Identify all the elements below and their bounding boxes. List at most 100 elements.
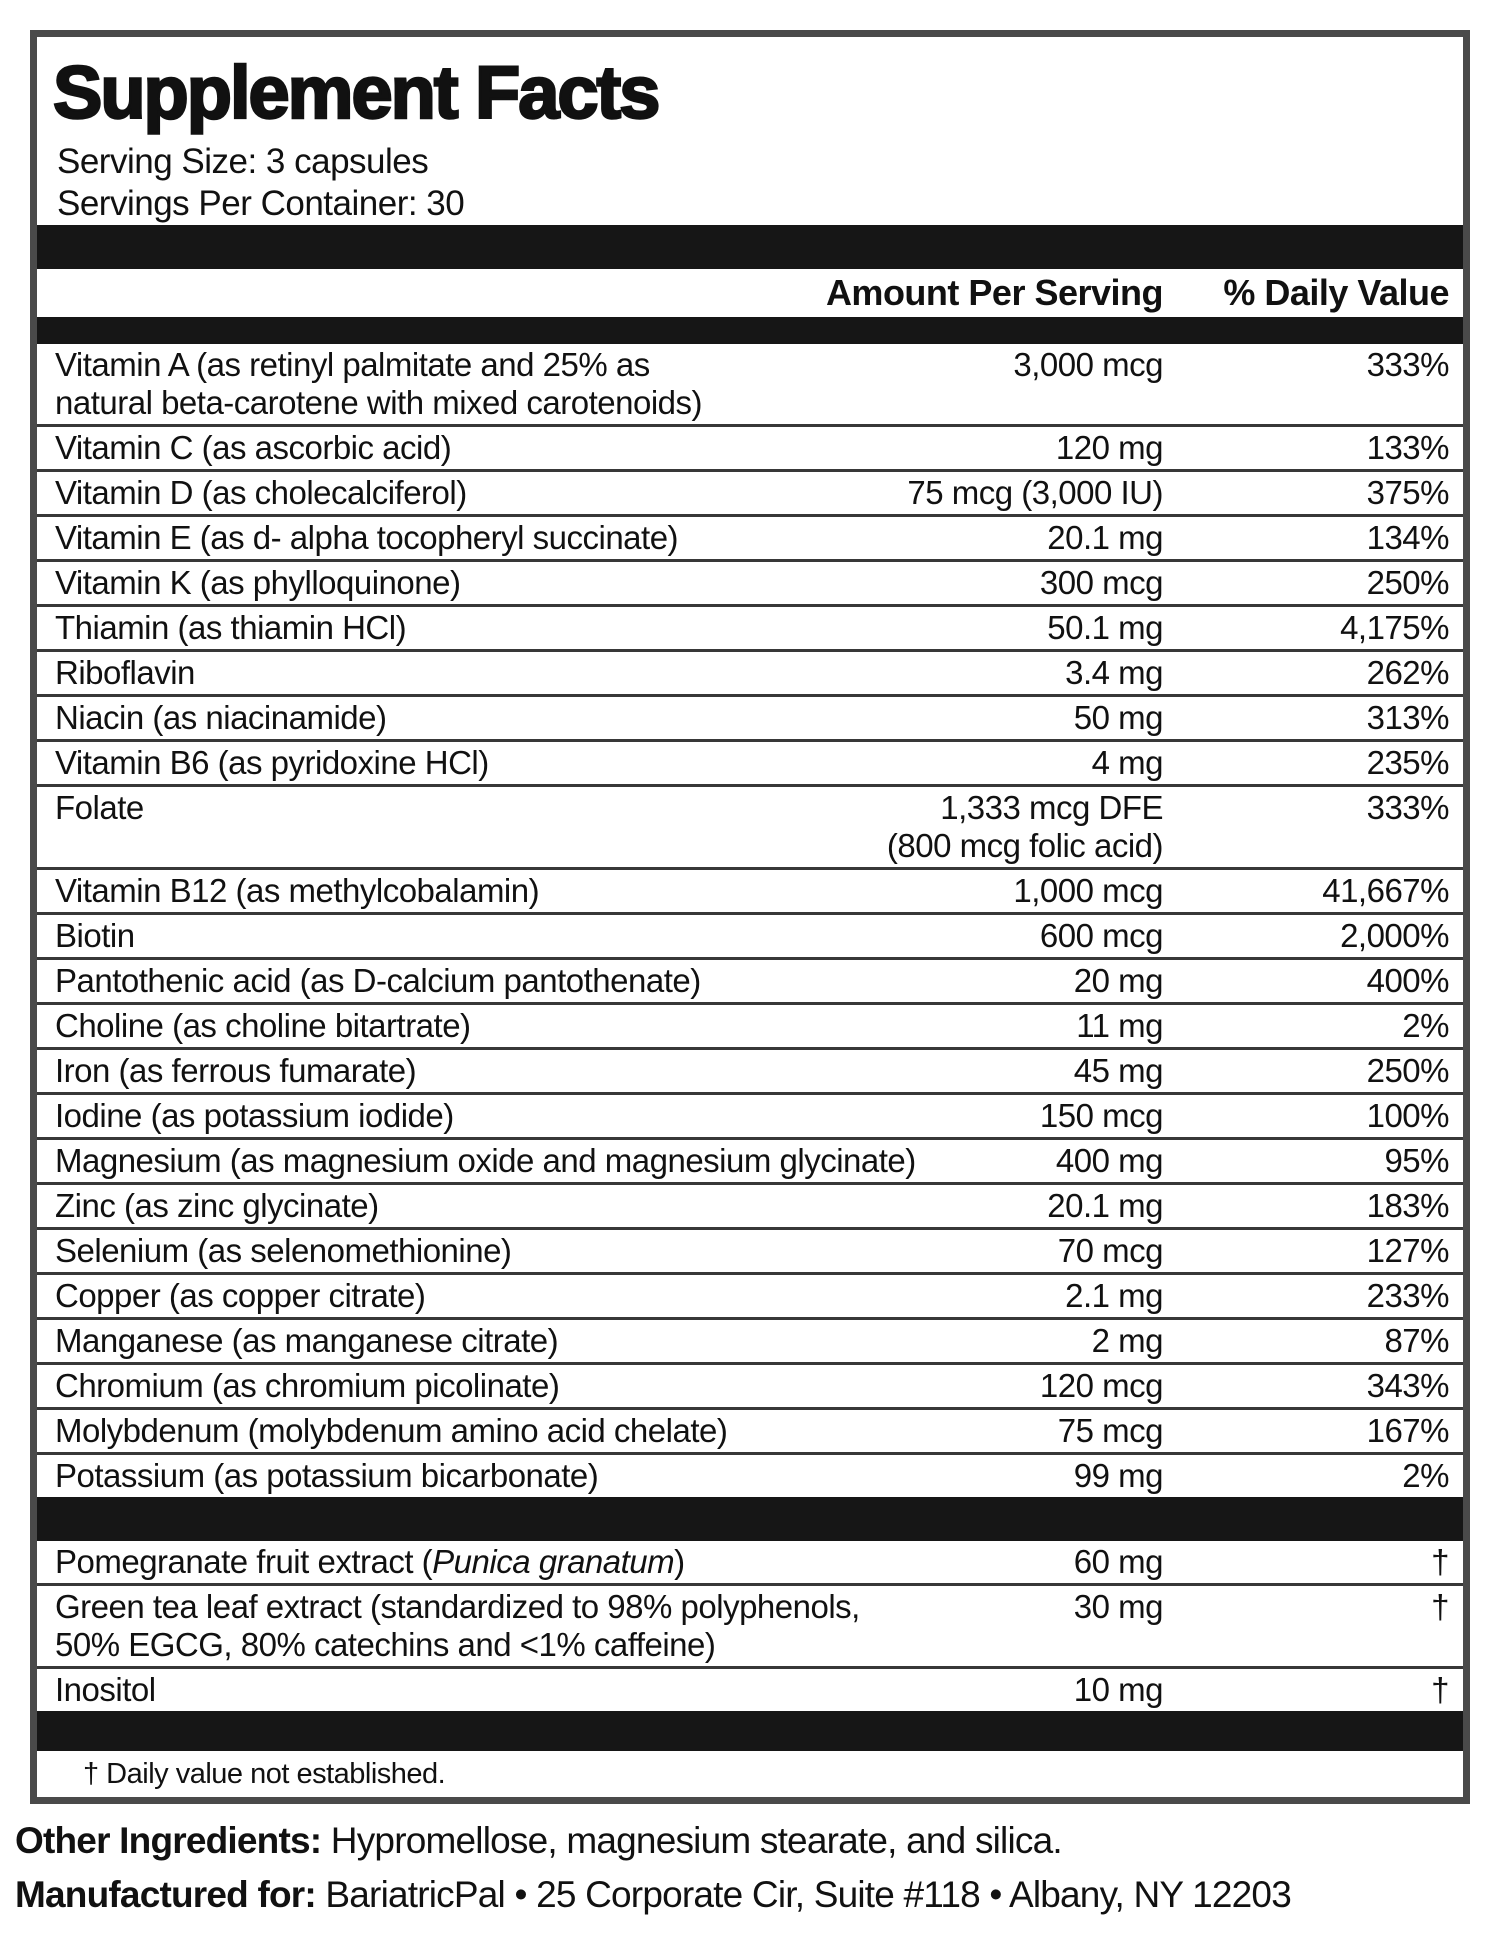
nutrient-table: Vitamin A (as retinyl palmitate and 25% …	[37, 344, 1463, 1497]
nutrient-amount: 1,000 mcg	[1013, 872, 1163, 909]
nutrient-name: Manganese (as manganese citrate)	[55, 1322, 559, 1359]
nutrient-name: Zinc (as zinc glycinate)	[55, 1187, 379, 1224]
other-ingredients-label: Other Ingredients:	[15, 1820, 322, 1861]
nutrient-amount: 99 mg	[1073, 1457, 1164, 1494]
nutrient-amount: 75 mcg (3,000 IU)	[907, 474, 1163, 511]
serving-size: Serving Size: 3 capsules	[57, 142, 429, 181]
nutrient-name: Vitamin C (as ascorbic acid)	[55, 429, 452, 466]
divider-bar-botanicals	[37, 1497, 1463, 1541]
nutrient-name: Riboflavin	[55, 654, 195, 691]
nutrient-amount: 4 mg	[1091, 744, 1164, 781]
botanical-daily-value: †	[1431, 1671, 1449, 1708]
nutrient-daily-value: 375%	[1366, 474, 1450, 511]
nutrient-name: Folate	[55, 789, 144, 826]
nutrient-name: Vitamin E (as d- alpha tocopheryl succin…	[55, 519, 679, 556]
nutrient-daily-value: 100%	[1366, 1097, 1450, 1134]
botanical-amount: 30 mg	[1073, 1588, 1164, 1625]
botanical-table: Pomegranate fruit extract (Punica granat…	[37, 1541, 1463, 1711]
manufactured-for-line: Manufactured for: BariatricPal • 25 Corp…	[15, 1870, 1475, 1920]
nutrient-amount: 50 mg	[1073, 699, 1164, 736]
nutrient-name: Choline (as choline bitartrate)	[55, 1007, 471, 1044]
nutrient-name: Molybdenum (molybdenum amino acid chelat…	[55, 1412, 728, 1449]
nutrient-daily-value: 167%	[1366, 1412, 1450, 1449]
nutrient-row: Vitamin B6 (as pyridoxine HCl) 4 mg 235%	[37, 739, 1463, 784]
nutrient-amount: 45 mg	[1073, 1052, 1164, 1089]
nutrient-row: Folate 1,333 mcg DFE (800 mcg folic acid) 3…	[37, 784, 1463, 867]
nutrient-row: Choline (as choline bitartrate) 11 mg 2%	[37, 1002, 1463, 1047]
nutrient-row: Vitamin K (as phylloquinone) 300 mcg 250%	[37, 559, 1463, 604]
nutrient-row: Thiamin (as thiamin HCl) 50.1 mg 4,175%	[37, 604, 1463, 649]
botanical-amount: 10 mg	[1073, 1671, 1164, 1708]
nutrient-daily-value: 233%	[1366, 1277, 1450, 1314]
nutrient-daily-value: 313%	[1366, 699, 1450, 736]
nutrient-row: Chromium (as chromium picolinate) 120 mcg…	[37, 1362, 1463, 1407]
divider-bar-top	[37, 225, 1463, 269]
nutrient-daily-value: 87%	[1384, 1322, 1449, 1359]
nutrient-daily-value: 95%	[1384, 1142, 1449, 1179]
nutrient-daily-value: 183%	[1366, 1187, 1450, 1224]
nutrient-amount: 2.1 mg	[1065, 1277, 1163, 1314]
nutrient-name: Vitamin B6 (as pyridoxine HCl)	[55, 744, 489, 781]
botanical-name: Inositol	[55, 1671, 156, 1708]
nutrient-daily-value: 333%	[1366, 789, 1450, 826]
botanical-row: Pomegranate fruit extract (Punica granat…	[37, 1541, 1463, 1583]
nutrient-daily-value: 333%	[1366, 346, 1450, 383]
nutrient-daily-value: 2,000%	[1340, 917, 1449, 954]
nutrient-amount: 300 mcg	[1039, 564, 1164, 601]
nutrient-name: Copper (as copper citrate)	[55, 1277, 426, 1314]
nutrient-name: Selenium (as selenomethionine)	[55, 1232, 512, 1269]
nutrient-row: Zinc (as zinc glycinate) 20.1 mg 183%	[37, 1182, 1463, 1227]
botanical-row: Inositol 10 mg †	[37, 1666, 1463, 1711]
nutrient-amount: 120 mg	[1055, 429, 1164, 466]
nutrient-row: Pantothenic acid (as D-calcium pantothen…	[37, 957, 1463, 1002]
nutrient-daily-value: 250%	[1366, 1052, 1450, 1089]
nutrient-name: Chromium (as chromium picolinate)	[55, 1367, 560, 1404]
nutrient-name: Thiamin (as thiamin HCl)	[55, 609, 407, 646]
nutrient-row: Magnesium (as magnesium oxide and magnes…	[37, 1137, 1463, 1182]
botanical-name: Green tea leaf extract (standardized to …	[55, 1588, 860, 1663]
other-ingredients-line: Other Ingredients: Hypromellose, magnesi…	[15, 1816, 1475, 1866]
nutrient-daily-value: 2%	[1402, 1007, 1449, 1044]
nutrient-row: Vitamin D (as cholecalciferol) 75 mcg (3,…	[37, 469, 1463, 514]
nutrient-amount: 1,333 mcg DFE (800 mcg folic acid)	[886, 789, 1164, 864]
nutrient-daily-value: 400%	[1366, 962, 1450, 999]
nutrient-daily-value: 250%	[1366, 564, 1450, 601]
nutrient-daily-value: 4,175%	[1340, 609, 1449, 646]
nutrient-amount: 20.1 mg	[1047, 519, 1163, 556]
nutrient-amount: 20.1 mg	[1047, 1187, 1163, 1224]
nutrient-name: Vitamin D (as cholecalciferol)	[55, 474, 467, 511]
nutrient-name: Vitamin K (as phylloquinone)	[55, 564, 461, 601]
nutrient-daily-value: 262%	[1366, 654, 1450, 691]
supplement-facts-panel: Supplement Facts Serving Size: 3 capsule…	[30, 30, 1470, 1804]
nutrient-row: Vitamin A (as retinyl palmitate and 25% …	[37, 344, 1463, 424]
nutrient-daily-value: 235%	[1366, 744, 1450, 781]
nutrient-amount: 400 mg	[1055, 1142, 1164, 1179]
nutrient-amount: 150 mcg	[1039, 1097, 1164, 1134]
footnote: † Daily value not established.	[83, 1758, 446, 1790]
nutrient-amount: 70 mcg	[1057, 1232, 1164, 1269]
amount-per-serving-header: Amount Per Serving	[825, 272, 1164, 313]
nutrient-amount: 11 mg	[1076, 1007, 1163, 1044]
nutrient-row: Selenium (as selenomethionine) 70 mcg 127%	[37, 1227, 1463, 1272]
nutrient-name: Biotin	[55, 917, 135, 954]
botanical-row: Green tea leaf extract (standardized to …	[37, 1583, 1463, 1666]
column-headers: Amount Per Serving % Daily Value	[37, 269, 1463, 317]
nutrient-daily-value: 41,667%	[1322, 872, 1449, 909]
botanical-name-latin: Punica granatum	[432, 1543, 675, 1580]
nutrient-name: Magnesium (as magnesium oxide and magnes…	[55, 1142, 916, 1179]
botanical-daily-value: †	[1431, 1588, 1449, 1625]
nutrient-name: Vitamin B12 (as methylcobalamin)	[55, 872, 540, 909]
nutrient-row: Potassium (as potassium bicarbonate) 99 m…	[37, 1452, 1463, 1497]
nutrient-amount: 3.4 mg	[1065, 654, 1163, 691]
nutrient-row: Vitamin E (as d- alpha tocopheryl succin…	[37, 514, 1463, 559]
nutrient-name: Iodine (as potassium iodide)	[55, 1097, 454, 1134]
nutrient-amount: 20 mg	[1073, 962, 1164, 999]
nutrient-name: Niacin (as niacinamide)	[55, 699, 387, 736]
nutrient-row: Biotin 600 mcg 2,000%	[37, 912, 1463, 957]
nutrient-daily-value: 127%	[1366, 1232, 1450, 1269]
botanical-name: Pomegranate fruit extract (Punica granat…	[55, 1543, 685, 1580]
nutrient-daily-value: 2%	[1402, 1457, 1449, 1494]
manufactured-for-label: Manufactured for:	[15, 1874, 317, 1915]
nutrient-row: Vitamin C (as ascorbic acid) 120 mg 133%	[37, 424, 1463, 469]
